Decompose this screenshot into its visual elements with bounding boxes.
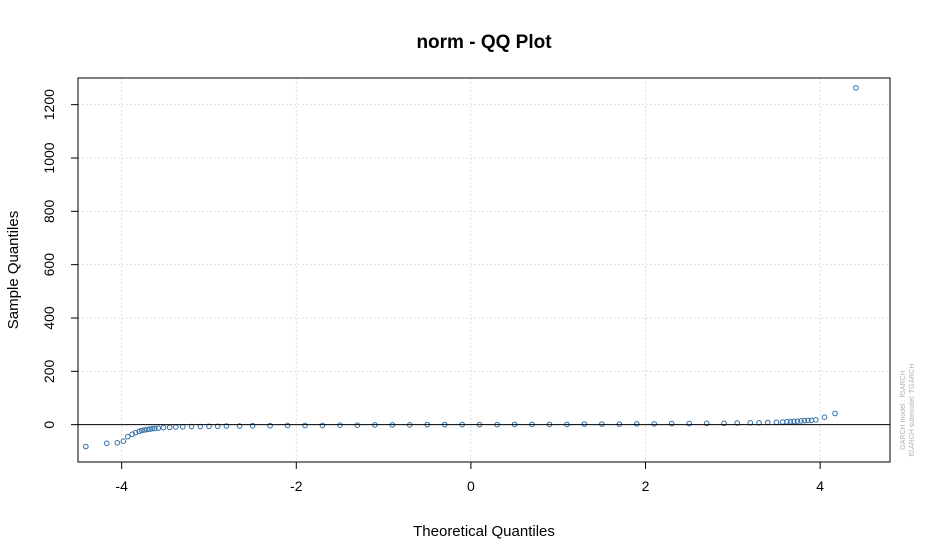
data-point [686,420,692,427]
y-tick-label: 1200 [41,89,57,120]
data-point [160,424,167,431]
data-point [155,425,162,431]
data-point [337,422,343,429]
watermark-line-1: GARCH model : fGARCH [900,370,907,449]
data-point [166,424,173,431]
x-axis-label: Theoretical Quantiles [413,523,555,540]
data-point [354,422,361,429]
x-tick-label: 0 [467,478,475,494]
data-point [267,422,273,429]
data-point [83,443,89,450]
y-axis: 0 200 400 600 800 1000 1200 [41,89,78,429]
y-tick-label: 600 [41,253,57,277]
data-point [798,418,804,424]
y-tick-label: 800 [41,199,57,223]
data-points [83,85,859,450]
data-point [821,414,828,421]
x-axis: -4 -2 0 2 4 [115,462,824,494]
x-tick-label: -2 [290,478,303,494]
data-point [120,438,127,445]
data-point [172,424,179,430]
data-point [249,422,256,429]
x-tick-label: -4 [115,478,128,494]
data-point [236,423,243,429]
y-tick-label: 400 [41,306,57,330]
x-tick-label: 2 [642,478,650,494]
data-point [581,421,588,427]
data-point [616,421,623,427]
data-point [179,424,186,430]
data-point [853,85,859,91]
y-tick-label: 1000 [41,142,57,173]
data-point [721,420,727,427]
data-point [223,423,230,429]
data-point [703,420,710,427]
data-point [787,418,794,425]
data-point [805,417,811,424]
y-tick-label: 0 [41,421,57,429]
data-point [773,419,780,426]
data-point [132,429,139,436]
data-point [146,426,153,433]
data-point [764,419,771,426]
data-point [149,425,156,432]
data-point [214,423,221,430]
data-point [832,410,838,417]
x-tick-label: 4 [816,478,824,494]
y-axis-label: Sample Quantiles [5,211,22,329]
plot-frame [77,77,891,463]
data-point [794,418,801,425]
data-point [124,433,131,440]
data-point [138,427,145,434]
data-point [302,422,308,429]
chart-title: norm - QQ Plot [416,32,552,53]
data-point [141,427,148,433]
data-point [104,440,110,447]
data-point [784,418,790,425]
data-point [651,421,658,427]
data-point [633,421,640,427]
data-point [152,425,158,432]
data-point [734,420,741,426]
data-point [812,417,819,423]
data-point [599,421,605,427]
data-point [136,428,142,435]
data-point [284,422,291,429]
data-point [801,417,808,424]
data-point [668,420,675,427]
y-tick-label: 200 [41,359,57,383]
data-point [144,426,150,433]
data-point [114,440,121,446]
watermark-line-2: fGARCH submodel: TGARCH [909,364,916,457]
data-point [791,418,797,425]
data-point [206,423,212,430]
grid-lines [78,78,890,462]
data-point [319,422,326,429]
